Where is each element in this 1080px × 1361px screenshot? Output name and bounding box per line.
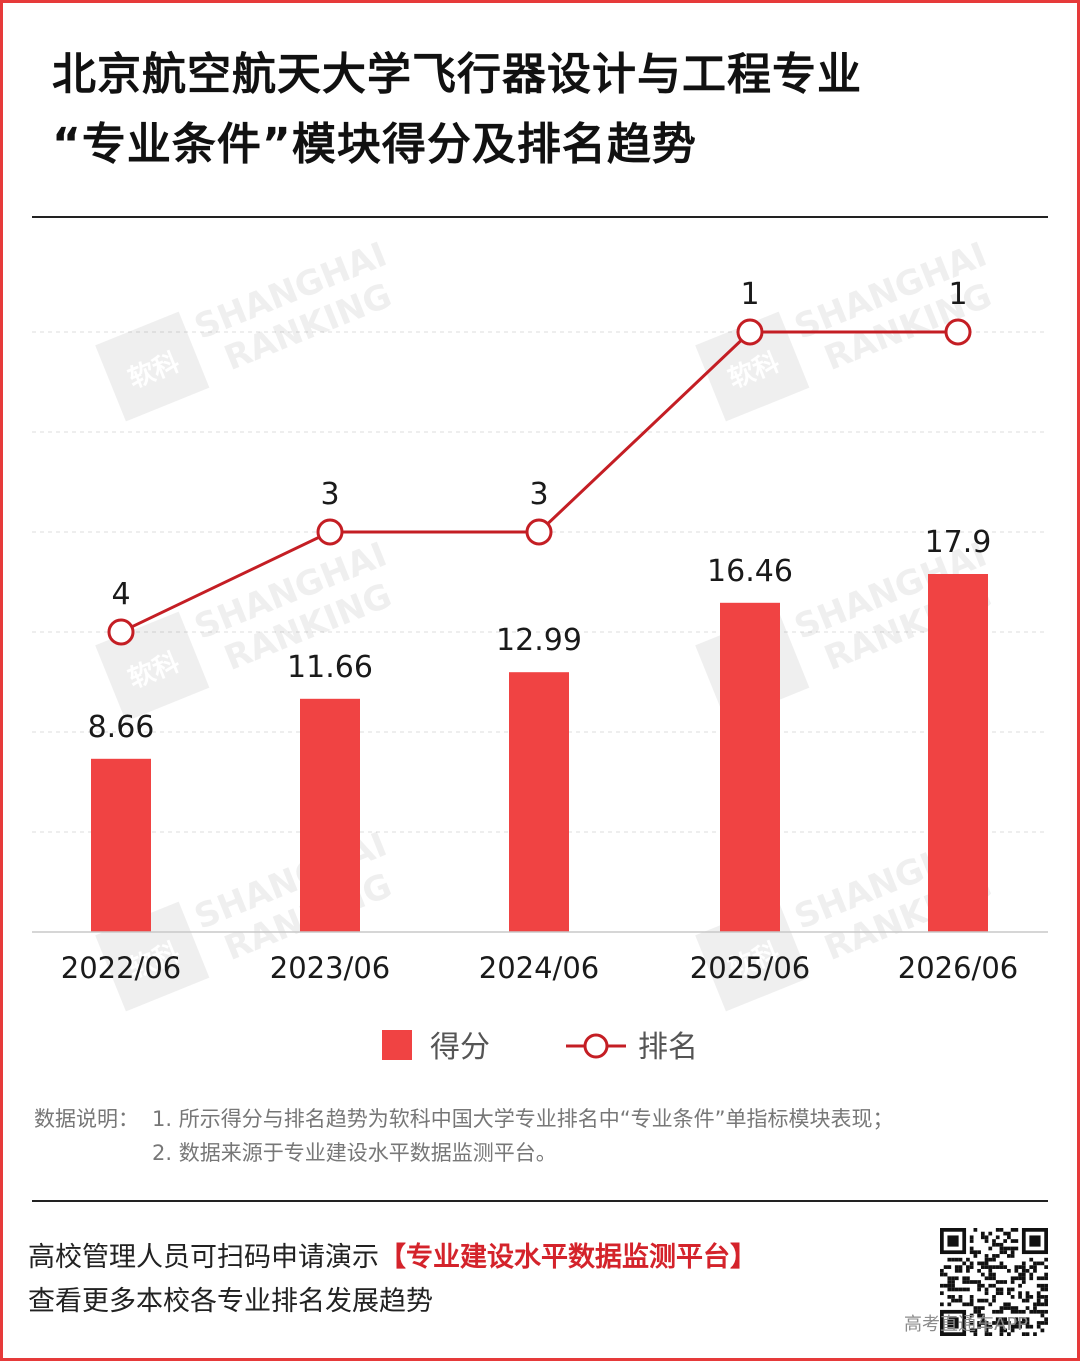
bar bbox=[300, 698, 360, 932]
rank-point bbox=[525, 518, 553, 546]
notes-label: 数据说明： bbox=[34, 1107, 139, 1131]
cta-prefix: 高校管理人员可扫码申请演示 bbox=[28, 1242, 379, 1273]
x-tick-label: 2024/06 bbox=[479, 951, 599, 985]
footer-watermark: 高考直通车APP bbox=[904, 1314, 1029, 1335]
rank-point bbox=[736, 318, 764, 346]
legend-swatch-bar bbox=[382, 1030, 412, 1060]
rank-value-label: 1 bbox=[948, 277, 967, 312]
x-tick-label: 2026/06 bbox=[898, 951, 1018, 985]
bar bbox=[91, 758, 151, 932]
cta-highlight: 【专业建设水平数据监测平台】 bbox=[379, 1242, 757, 1273]
note-item-1: 1. 所示得分与排名趋势为软科中国大学专业排名中“专业条件”单指标模块表现； bbox=[152, 1107, 894, 1131]
note-item-2: 2. 数据来源于专业建设水平数据监测平台。 bbox=[152, 1141, 557, 1165]
rank-value-label: 3 bbox=[529, 477, 548, 512]
bar bbox=[720, 602, 780, 932]
title-line-2: “专业条件”模块得分及排名趋势 bbox=[52, 119, 697, 170]
score-rank-chart: 软科SHANGHAIRANKING软科SHANGHAIRANKING软科SHAN… bbox=[32, 235, 1048, 1065]
rank-point bbox=[316, 518, 344, 546]
rank-value-label: 1 bbox=[740, 277, 759, 312]
rank-point bbox=[107, 618, 135, 646]
call-to-action: 高校管理人员可扫码申请演示【专业建设水平数据监测平台】 查看更多本校各专业排名发… bbox=[28, 1236, 757, 1324]
top-divider bbox=[32, 216, 1048, 218]
legend-label-score: 得分 bbox=[430, 1030, 490, 1065]
legend-label-rank: 排名 bbox=[638, 1030, 698, 1065]
rank-value-label: 4 bbox=[111, 577, 130, 612]
chart-title: 北京航空航天大学飞行器设计与工程专业 “专业条件”模块得分及排名趋势 bbox=[52, 40, 1032, 180]
bar bbox=[509, 672, 569, 932]
watermark-seal bbox=[695, 311, 810, 422]
data-notes: 数据说明： 1. 所示得分与排名趋势为软科中国大学专业排名中“专业条件”单指标模… bbox=[34, 1102, 893, 1170]
cta-line-2: 查看更多本校各专业排名发展趋势 bbox=[28, 1286, 433, 1317]
title-line-1: 北京航空航天大学飞行器设计与工程专业 bbox=[52, 49, 862, 100]
rank-value-label: 3 bbox=[320, 477, 339, 512]
bar-value-label: 11.66 bbox=[287, 650, 373, 685]
x-tick-label: 2025/06 bbox=[690, 951, 810, 985]
legend-swatch-marker bbox=[583, 1033, 609, 1059]
bottom-divider bbox=[32, 1200, 1048, 1202]
bar-value-label: 12.99 bbox=[496, 623, 582, 658]
bar bbox=[928, 574, 988, 932]
bar-value-label: 16.46 bbox=[707, 554, 793, 589]
x-tick-label: 2022/06 bbox=[61, 951, 181, 985]
qr-code-icon[interactable] bbox=[940, 1228, 1048, 1336]
watermark-seal bbox=[95, 311, 210, 422]
rank-point bbox=[944, 318, 972, 346]
bar-value-label: 17.9 bbox=[925, 525, 992, 560]
bar-value-label: 8.66 bbox=[88, 710, 155, 745]
x-tick-label: 2023/06 bbox=[270, 951, 390, 985]
